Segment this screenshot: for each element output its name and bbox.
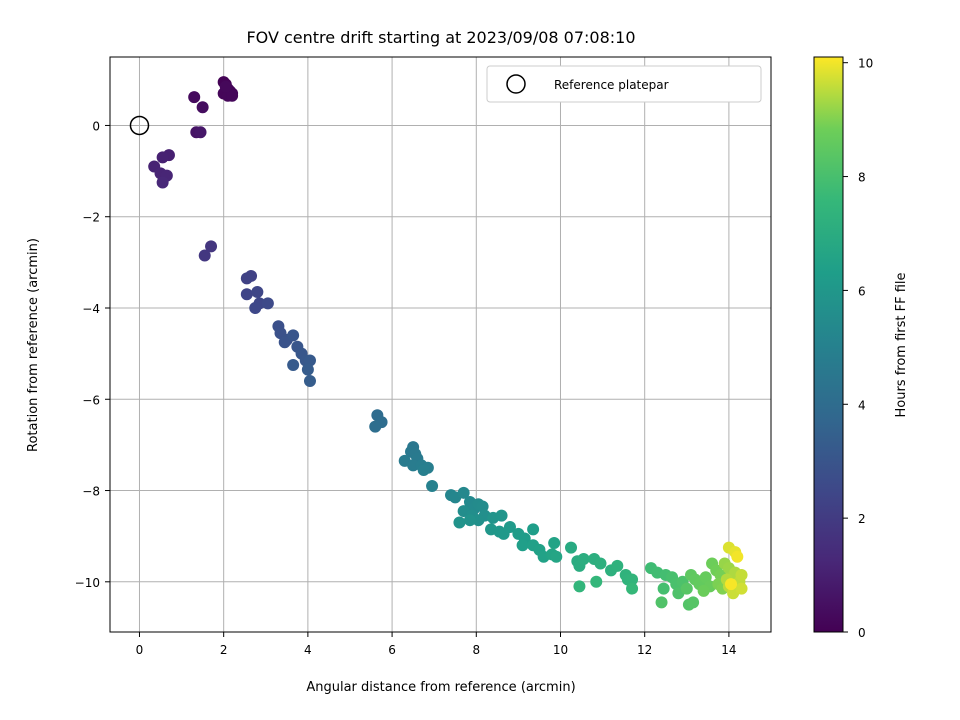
data-point [655,596,668,609]
data-point [188,91,201,104]
colorbar-gradient [813,56,844,633]
colorbar-tick-label: 2 [858,512,866,526]
data-point [426,479,439,492]
data-point [735,582,748,595]
x-axis-label: Angular distance from reference (arcmin) [306,680,575,695]
data-point [626,573,639,586]
data-point [565,541,578,554]
data-point [251,286,264,299]
chart-title: FOV centre drift starting at 2023/09/08 … [246,28,635,47]
plot-frame [109,56,772,633]
data-point [697,584,710,597]
data-point [303,375,316,388]
data-point [476,500,489,513]
x-tick-label: 8 [472,643,480,657]
data-point [194,126,207,139]
data-point [417,463,430,476]
data-point [626,582,639,595]
data-point [453,516,466,529]
data-point [611,559,624,572]
x-tick-label: 14 [721,643,736,657]
data-point [240,272,253,285]
data-point [226,89,239,102]
data-point [687,596,700,609]
data-point [249,301,262,314]
colorbar-ticks: 0 2 4 6 8 10 [843,57,873,640]
data-point [240,288,253,301]
data-point [369,420,382,433]
colorbar: 0 2 4 6 8 10 Hours from first FF file [813,56,909,640]
data-point [699,571,712,584]
reference-point [129,115,150,136]
x-tick-label: 2 [220,643,228,657]
data-point [725,578,738,591]
data-point [503,521,516,534]
y-axis-label: Rotation from reference (arcmin) [26,238,41,452]
data-point [287,329,300,342]
data-point [594,557,607,570]
reference-marker [129,115,150,136]
legend: Reference platepar [486,65,762,103]
data-point [156,176,169,189]
data-point [495,509,508,522]
data-point [548,537,561,550]
y-tick-label: −6 [82,393,100,407]
data-point [278,336,291,349]
colorbar-label: Hours from first FF file [894,272,909,417]
data-point [550,550,563,563]
colorbar-tick-label: 8 [858,171,866,185]
legend-entry-reference: Reference platepar [554,78,669,92]
data-point [735,568,748,581]
data-point [463,514,476,527]
grid [110,57,771,632]
x-tick-label: 12 [637,643,652,657]
data-point [156,151,169,164]
colorbar-tick-label: 6 [858,284,866,298]
data-point [287,359,300,372]
legend-box [486,65,762,103]
data-point [219,80,232,93]
data-point [680,582,693,595]
y-axis: 0 −2 −4 −6 −8 −10 [75,119,110,590]
y-tick-label: −8 [82,485,100,499]
data-points [148,76,748,611]
data-point [198,249,211,262]
data-point [731,550,744,563]
data-point [657,582,670,595]
data-point [590,575,603,588]
y-tick-label: 0 [92,119,100,133]
y-tick-label: −10 [75,576,100,590]
x-tick-label: 10 [553,643,568,657]
data-point [205,240,218,253]
colorbar-tick-label: 0 [858,626,866,640]
data-point [457,486,470,499]
y-tick-label: −4 [82,302,100,316]
colorbar-tick-label: 4 [858,398,866,412]
colorbar-tick-label: 10 [858,57,873,71]
data-point [196,101,209,114]
y-tick-label: −2 [82,211,100,225]
data-point [472,514,485,527]
x-tick-label: 6 [388,643,396,657]
data-point [577,552,590,565]
data-point [516,539,529,552]
data-point [527,523,540,536]
data-point [301,363,314,376]
data-point [573,580,586,593]
data-point [261,297,274,310]
x-tick-label: 0 [136,643,144,657]
data-point [407,459,420,472]
x-tick-label: 4 [304,643,312,657]
legend-marker [506,74,526,94]
x-axis: 0 2 4 6 8 10 12 14 [136,632,737,657]
data-point [303,354,316,367]
